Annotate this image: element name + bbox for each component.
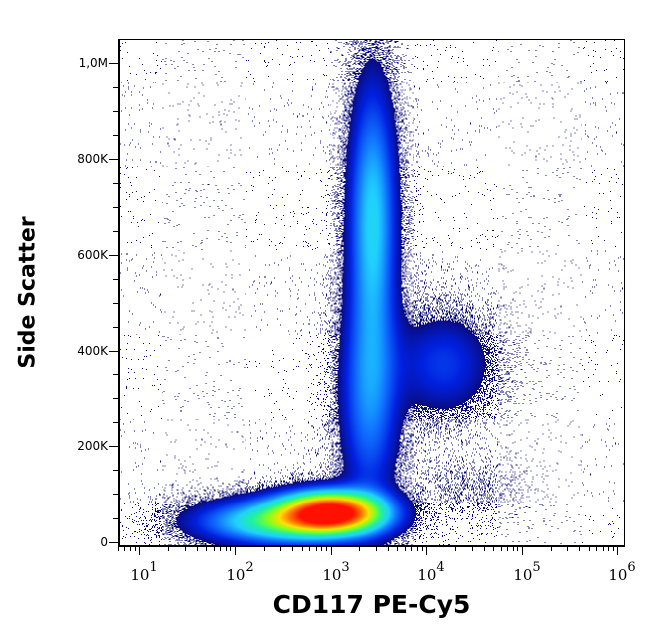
y-minor-tick: [113, 374, 118, 375]
x-tick: [139, 547, 140, 555]
x-minor-tick: [455, 547, 456, 551]
x-minor-tick: [589, 547, 590, 551]
x-tick-label: 104: [417, 560, 445, 584]
x-minor-tick: [405, 547, 406, 551]
x-minor-tick: [185, 547, 186, 551]
x-minor-tick: [411, 547, 412, 551]
x-minor-tick: [316, 547, 317, 551]
x-minor-tick: [608, 547, 609, 551]
x-minor-tick: [507, 547, 508, 551]
x-tick-label: 106: [608, 560, 636, 584]
y-minor-tick: [113, 87, 118, 88]
y-tick-label: 0: [100, 535, 108, 549]
x-tick-label: 102: [226, 560, 254, 584]
y-minor-tick: [113, 279, 118, 280]
y-tick-label: 400K: [77, 344, 108, 358]
x-tick: [331, 547, 332, 555]
y-tick: [109, 542, 118, 543]
y-tick-label: 600K: [77, 248, 108, 262]
x-minor-tick: [230, 547, 231, 551]
x-tick-label: 101: [130, 560, 158, 584]
x-minor-tick: [264, 547, 265, 551]
y-tick: [109, 159, 118, 160]
x-tick: [235, 547, 236, 555]
x-tick-label: 105: [513, 560, 541, 584]
x-minor-tick: [206, 547, 207, 551]
y-minor-tick: [113, 327, 118, 328]
x-minor-tick: [397, 547, 398, 551]
x-minor-tick: [124, 547, 125, 551]
x-minor-tick: [603, 547, 604, 551]
y-minor-tick: [113, 135, 118, 136]
x-minor-tick: [517, 547, 518, 551]
x-minor-tick: [567, 547, 568, 551]
y-minor-tick: [113, 422, 118, 423]
x-minor-tick: [118, 547, 119, 551]
x-axis-title: CD117 PE-Cy5: [272, 590, 471, 619]
density-scatter: [120, 40, 624, 545]
y-minor-tick: [113, 470, 118, 471]
x-minor-tick: [579, 547, 580, 551]
y-axis-title: Side Scatter: [15, 216, 41, 369]
x-minor-tick: [388, 547, 389, 551]
x-minor-tick: [130, 547, 131, 551]
y-tick-label: 800K: [77, 152, 108, 166]
x-minor-tick: [292, 547, 293, 551]
x-minor-tick: [321, 547, 322, 551]
x-tick: [426, 547, 427, 555]
y-minor-tick: [113, 494, 118, 495]
y-minor-tick: [113, 207, 118, 208]
x-minor-tick: [551, 547, 552, 551]
x-minor-tick: [226, 547, 227, 551]
x-minor-tick: [501, 547, 502, 551]
x-minor-tick: [493, 547, 494, 551]
x-minor-tick: [596, 547, 597, 551]
x-minor-tick: [302, 547, 303, 551]
plot-area: [118, 39, 625, 547]
y-minor-tick: [113, 398, 118, 399]
x-minor-tick: [326, 547, 327, 551]
y-minor-tick: [113, 303, 118, 304]
y-minor-tick: [113, 518, 118, 519]
x-minor-tick: [214, 547, 215, 551]
x-tick-label: 103: [322, 560, 350, 584]
x-minor-tick: [472, 547, 473, 551]
x-minor-tick: [513, 547, 514, 551]
x-minor-tick: [168, 547, 169, 551]
x-minor-tick: [197, 547, 198, 551]
x-minor-tick: [220, 547, 221, 551]
x-minor-tick: [280, 547, 281, 551]
x-tick: [522, 547, 523, 555]
y-tick: [109, 446, 118, 447]
x-minor-tick: [484, 547, 485, 551]
x-tick: [617, 547, 618, 555]
y-tick-label: 200K: [77, 439, 108, 453]
x-minor-tick: [309, 547, 310, 551]
x-minor-tick: [417, 547, 418, 551]
y-minor-tick: [113, 231, 118, 232]
y-tick-label: 1,0M: [78, 56, 108, 70]
x-minor-tick: [135, 547, 136, 551]
x-minor-tick: [422, 547, 423, 551]
y-tick: [109, 351, 118, 352]
x-minor-tick: [613, 547, 614, 551]
y-minor-tick: [113, 111, 118, 112]
y-minor-tick: [113, 183, 118, 184]
y-tick: [109, 63, 118, 64]
y-tick: [109, 255, 118, 256]
x-minor-tick: [359, 547, 360, 551]
x-minor-tick: [376, 547, 377, 551]
